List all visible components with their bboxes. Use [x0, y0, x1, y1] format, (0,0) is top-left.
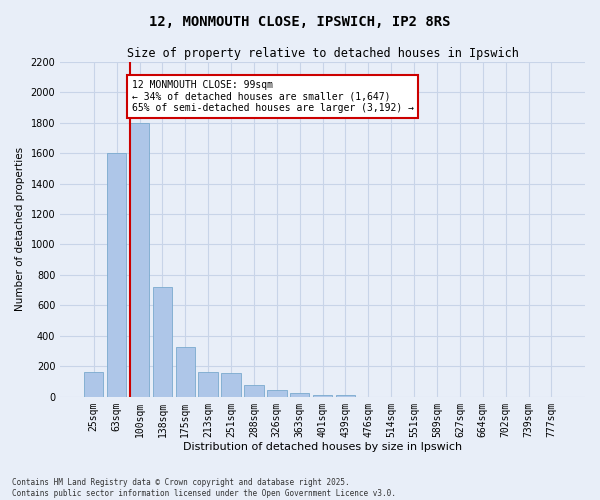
- Bar: [152, 287, 172, 397]
- Bar: [313, 394, 332, 397]
- Bar: [336, 395, 355, 397]
- Bar: [267, 390, 287, 397]
- Bar: [244, 384, 263, 397]
- Y-axis label: Number of detached properties: Number of detached properties: [15, 147, 25, 312]
- X-axis label: Distribution of detached houses by size in Ipswich: Distribution of detached houses by size …: [183, 442, 462, 452]
- Text: 12 MONMOUTH CLOSE: 99sqm
← 34% of detached houses are smaller (1,647)
65% of sem: 12 MONMOUTH CLOSE: 99sqm ← 34% of detach…: [131, 80, 413, 113]
- Text: 12, MONMOUTH CLOSE, IPSWICH, IP2 8RS: 12, MONMOUTH CLOSE, IPSWICH, IP2 8RS: [149, 15, 451, 29]
- Bar: [84, 372, 103, 397]
- Bar: [199, 372, 218, 397]
- Bar: [107, 153, 127, 397]
- Bar: [221, 373, 241, 397]
- Bar: [176, 346, 195, 397]
- Title: Size of property relative to detached houses in Ipswich: Size of property relative to detached ho…: [127, 48, 518, 60]
- Bar: [130, 122, 149, 397]
- Text: Contains HM Land Registry data © Crown copyright and database right 2025.
Contai: Contains HM Land Registry data © Crown c…: [12, 478, 396, 498]
- Bar: [290, 393, 310, 397]
